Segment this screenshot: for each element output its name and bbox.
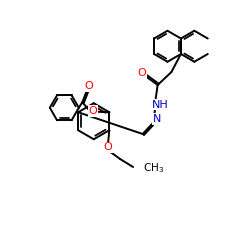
Text: O: O [89,106,98,116]
Text: O: O [103,142,112,152]
Text: O: O [84,81,93,91]
Text: CH$_3$: CH$_3$ [142,161,164,175]
Text: O: O [138,68,146,78]
Text: NH: NH [152,100,169,110]
Text: N: N [153,114,161,124]
